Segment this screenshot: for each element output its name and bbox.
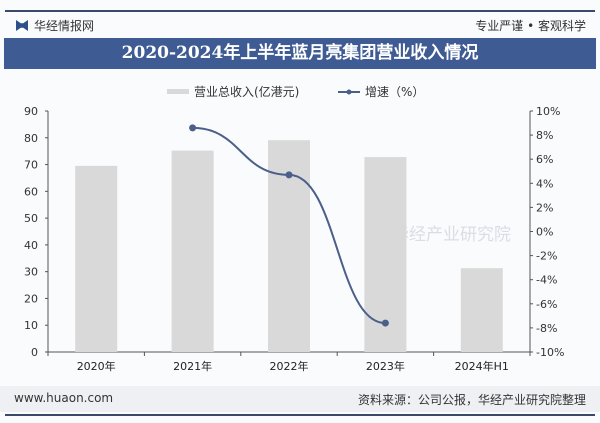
x-tick-label: 2021年 bbox=[173, 359, 212, 373]
legend-bar-label: 营业总收入(亿港元) bbox=[194, 84, 299, 99]
right-tick-label: -6% bbox=[536, 298, 557, 311]
right-tick-label: -10% bbox=[536, 346, 564, 359]
watermark-text: 华经产业研究院 bbox=[392, 225, 511, 245]
right-tick-label: 0% bbox=[536, 226, 553, 239]
bar-0 bbox=[75, 165, 118, 352]
brand-logo-icon bbox=[16, 20, 28, 31]
right-tick-label: -4% bbox=[536, 274, 557, 287]
legend-line-label: 增速（%） bbox=[365, 85, 424, 99]
brand: 华经情报网 bbox=[16, 17, 94, 34]
x-tick-label: 2023年 bbox=[366, 359, 405, 373]
left-tick-label: 70 bbox=[24, 159, 38, 172]
left-tick-label: 0 bbox=[31, 346, 38, 359]
right-tick-label: -8% bbox=[536, 322, 557, 335]
growth-point-2 bbox=[381, 319, 389, 327]
left-tick-label: 40 bbox=[24, 239, 38, 252]
growth-point-0 bbox=[189, 124, 197, 132]
legend-bar-swatch bbox=[167, 89, 189, 94]
chart-title: 2020-2024年上半年蓝月亮集团营业收入情况 bbox=[4, 38, 596, 69]
right-tick-label: 2% bbox=[536, 201, 553, 214]
bar-1 bbox=[171, 150, 214, 352]
x-tick-label: 2020年 bbox=[77, 359, 116, 373]
bar-4 bbox=[460, 268, 503, 352]
right-tick-label: 4% bbox=[536, 177, 553, 190]
bottom-rule bbox=[5, 414, 595, 416]
footer-source: 资料来源：公司公报，华经产业研究院整理 bbox=[357, 393, 586, 407]
slogan: 专业严谨 • 客观科学 bbox=[475, 19, 586, 33]
right-tick-label: 6% bbox=[536, 153, 553, 166]
x-tick-label: 2022年 bbox=[270, 359, 309, 373]
brand-name: 华经情报网 bbox=[34, 19, 95, 33]
left-tick-label: 10 bbox=[24, 319, 38, 332]
left-tick-label: 60 bbox=[24, 185, 38, 198]
footer-bar bbox=[0, 386, 600, 412]
left-tick-label: 90 bbox=[24, 105, 38, 118]
right-tick-label: 8% bbox=[536, 129, 553, 142]
x-tick-label: 2024年H1 bbox=[455, 359, 509, 373]
legend-line-marker bbox=[346, 89, 352, 95]
right-tick-label: 10% bbox=[536, 105, 560, 118]
top-rule bbox=[5, 10, 595, 12]
left-tick-label: 30 bbox=[24, 266, 38, 279]
left-tick-label: 80 bbox=[24, 132, 38, 145]
left-tick-label: 20 bbox=[24, 292, 38, 305]
growth-point-1 bbox=[285, 171, 293, 179]
footer-url: www.huaon.com bbox=[14, 391, 114, 405]
left-tick-label: 50 bbox=[24, 212, 38, 225]
bar-3 bbox=[364, 157, 407, 352]
growth-line bbox=[192, 126, 386, 325]
right-tick-label: -2% bbox=[536, 250, 557, 263]
